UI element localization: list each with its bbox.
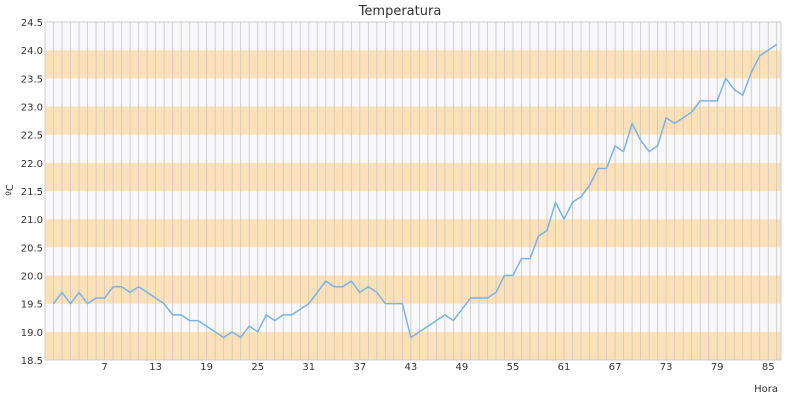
y-tick-label: 21.0 [21, 215, 43, 226]
x-tick-label: 43 [405, 362, 418, 373]
y-tick-label: 18.5 [21, 356, 43, 367]
band [45, 191, 781, 220]
band [45, 219, 781, 248]
x-tick-label: 61 [558, 362, 571, 373]
x-tick-labels: 7 13 19 25 31 37 43 49 55 61 67 73 79 85 [101, 362, 774, 373]
y-tick-label: 20.5 [21, 243, 43, 254]
band [45, 22, 781, 51]
x-tick-label: 13 [149, 362, 162, 373]
x-tick-label: 67 [609, 362, 622, 373]
y-tick-label: 19.0 [21, 328, 43, 339]
x-tick-label: 37 [353, 362, 366, 373]
x-tick-label: 79 [711, 362, 724, 373]
band [45, 247, 781, 276]
y-tick-label: 24.0 [21, 46, 43, 57]
x-tick-label: 85 [762, 362, 775, 373]
y-tick-labels: 18.5 19.0 19.5 20.0 20.5 21.0 21.5 22.0 22.5 23.0… [21, 18, 43, 367]
band [45, 134, 781, 163]
band [45, 78, 781, 107]
x-tick-label: 55 [507, 362, 520, 373]
y-tick-label: 22.5 [21, 131, 43, 142]
x-tick-label: 49 [456, 362, 469, 373]
x-axis-label: Hora [754, 384, 778, 395]
band [45, 50, 781, 79]
chart-title: Temperatura [358, 4, 442, 19]
x-tick-label: 31 [302, 362, 315, 373]
band [45, 162, 781, 191]
y-tick-label: 23.0 [21, 103, 43, 114]
y-tick-label: 24.5 [21, 18, 43, 29]
x-tick-label: 19 [200, 362, 213, 373]
x-tick-label: 73 [660, 362, 673, 373]
plot-frame [44, 21, 782, 361]
y-tick-label: 21.5 [21, 187, 43, 198]
band [45, 275, 781, 304]
y-tick-label: 20.0 [21, 272, 43, 283]
horizontal-bands [45, 22, 781, 360]
x-tick-label: 7 [101, 362, 107, 373]
series-line [52, 43, 778, 339]
y-tick-label: 19.5 [21, 300, 43, 311]
y-axis-label: ºC [5, 184, 16, 196]
band [45, 106, 781, 135]
y-tick-label: 22.0 [21, 159, 43, 170]
y-tick-label: 23.5 [21, 74, 43, 85]
x-tick-label: 25 [251, 362, 264, 373]
